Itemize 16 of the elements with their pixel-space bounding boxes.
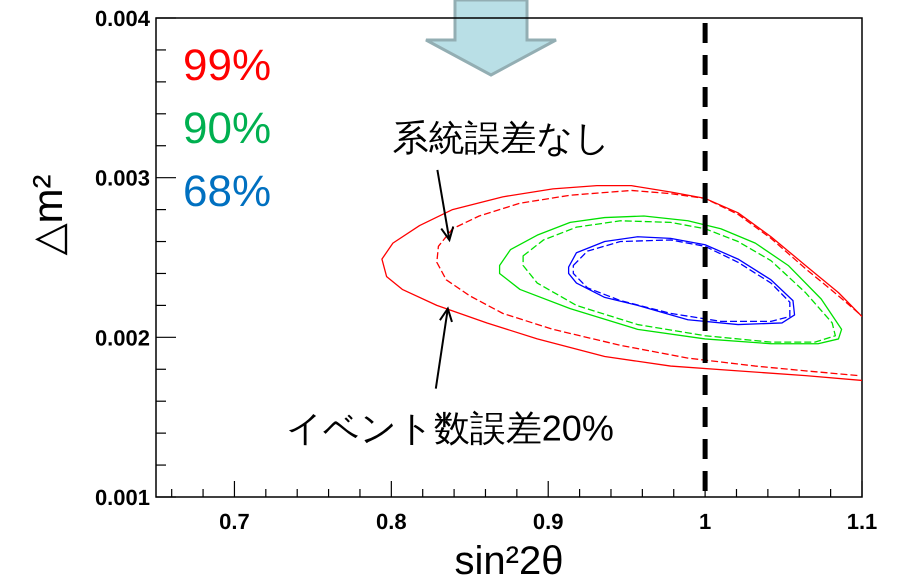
x-axis-title: sin²2θ bbox=[454, 539, 564, 583]
annotation: 99% bbox=[183, 41, 272, 90]
x-tick-label: 0.8 bbox=[376, 509, 407, 534]
x-tick-label: 0.9 bbox=[532, 509, 564, 534]
y-axis-title: △m² bbox=[24, 174, 71, 256]
y-tick-label: 0.002 bbox=[94, 325, 150, 350]
y-tick-label: 0.003 bbox=[94, 166, 150, 191]
x-tick-label: 1 bbox=[698, 509, 712, 534]
annotation: 68% bbox=[183, 167, 272, 216]
y-tick-label: 0.001 bbox=[94, 485, 150, 510]
y-tick-label: 0.004 bbox=[94, 6, 151, 31]
annotation: イベント数誤差20% bbox=[286, 408, 614, 449]
x-tick-label: 1.1 bbox=[846, 509, 878, 534]
x-tick-label: 0.7 bbox=[219, 509, 250, 534]
annotation: 90% bbox=[183, 104, 272, 153]
annotation: 系統誤差なし bbox=[392, 116, 610, 158]
